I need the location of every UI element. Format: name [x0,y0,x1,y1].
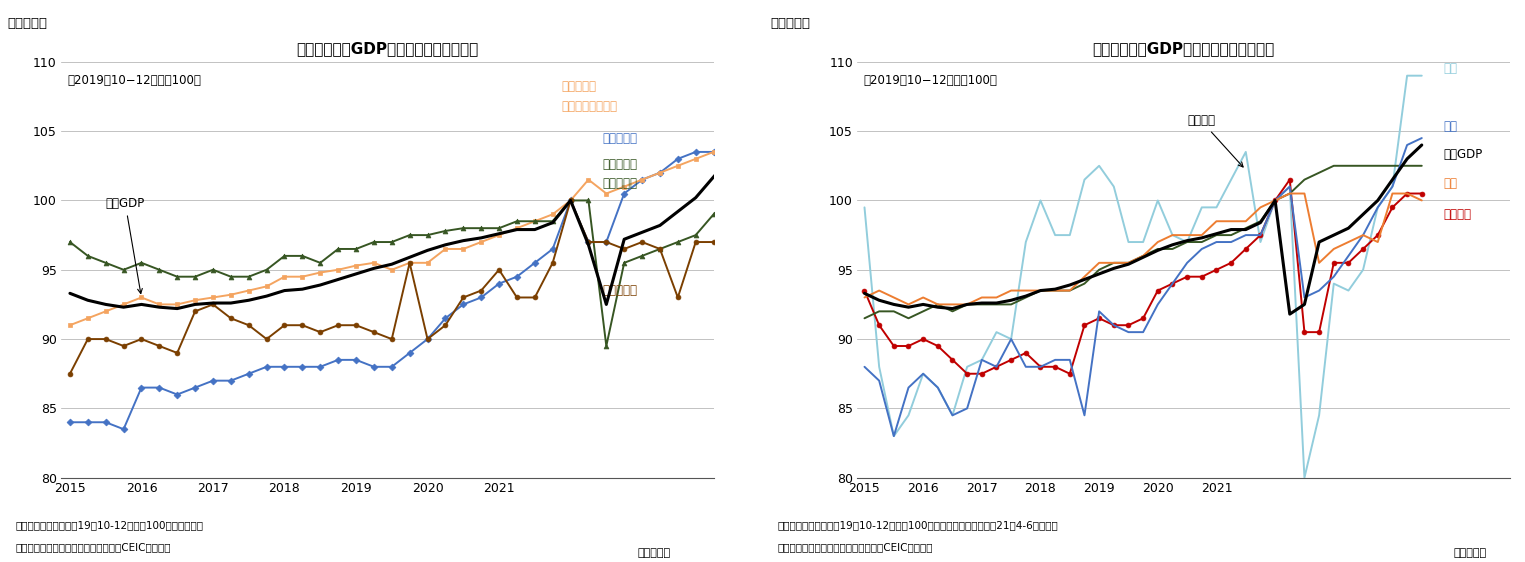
Text: （四半期）: （四半期） [637,548,671,558]
Text: （図表５）: （図表５） [770,17,810,30]
Text: 投資: 投資 [1444,120,1458,133]
Text: （注）季節調整系列の19年10-12月期を100として指数化、各項目は21年4-6月期まで: （注）季節調整系列の19年10-12月期を100として指数化、各項目は21年4-… [778,520,1058,530]
Text: （四半期）: （四半期） [1453,548,1487,558]
Text: 実質GDP: 実質GDP [1444,148,1482,161]
Text: （資料）ロシア連邦統計局のデータをCEICより取得: （資料）ロシア連邦統計局のデータをCEICより取得 [15,542,171,552]
Text: （図表４）: （図表４） [8,17,47,30]
Text: 第二次産業: 第二次産業 [602,132,637,144]
Text: 輸入: 輸入 [1444,62,1458,75]
Text: （2019年10−12月期＝100）: （2019年10−12月期＝100） [67,74,201,87]
Text: （金融・不動産）: （金融・不動産） [561,99,618,112]
Text: 輸出: 輸出 [1444,178,1458,191]
Text: （資料）ロシア連邦統計局のデータをCEICより取得: （資料）ロシア連邦統計局のデータをCEICより取得 [778,542,933,552]
Text: 第三次産業: 第三次産業 [602,158,637,171]
Text: 実質GDP: 実質GDP [105,197,145,293]
Text: 家計消費: 家計消費 [1444,208,1472,221]
Text: 第三次産業: 第三次産業 [561,80,596,93]
Title: ロシアの実質GDPの動向（需要項目別）: ロシアの実質GDPの動向（需要項目別） [1092,42,1275,57]
Title: ロシアの実質GDPの動向（供給項目別）: ロシアの実質GDPの動向（供給項目別） [296,42,479,57]
Text: 政府消費: 政府消費 [1186,114,1243,167]
Text: （その他）: （その他） [602,178,637,191]
Text: （注）季節調整系列の19年10-12月期を100として指数化: （注）季節調整系列の19年10-12月期を100として指数化 [15,520,203,530]
Text: （2019年10−12月期＝100）: （2019年10−12月期＝100） [863,74,997,87]
Text: 第一次産業: 第一次産業 [602,284,637,297]
